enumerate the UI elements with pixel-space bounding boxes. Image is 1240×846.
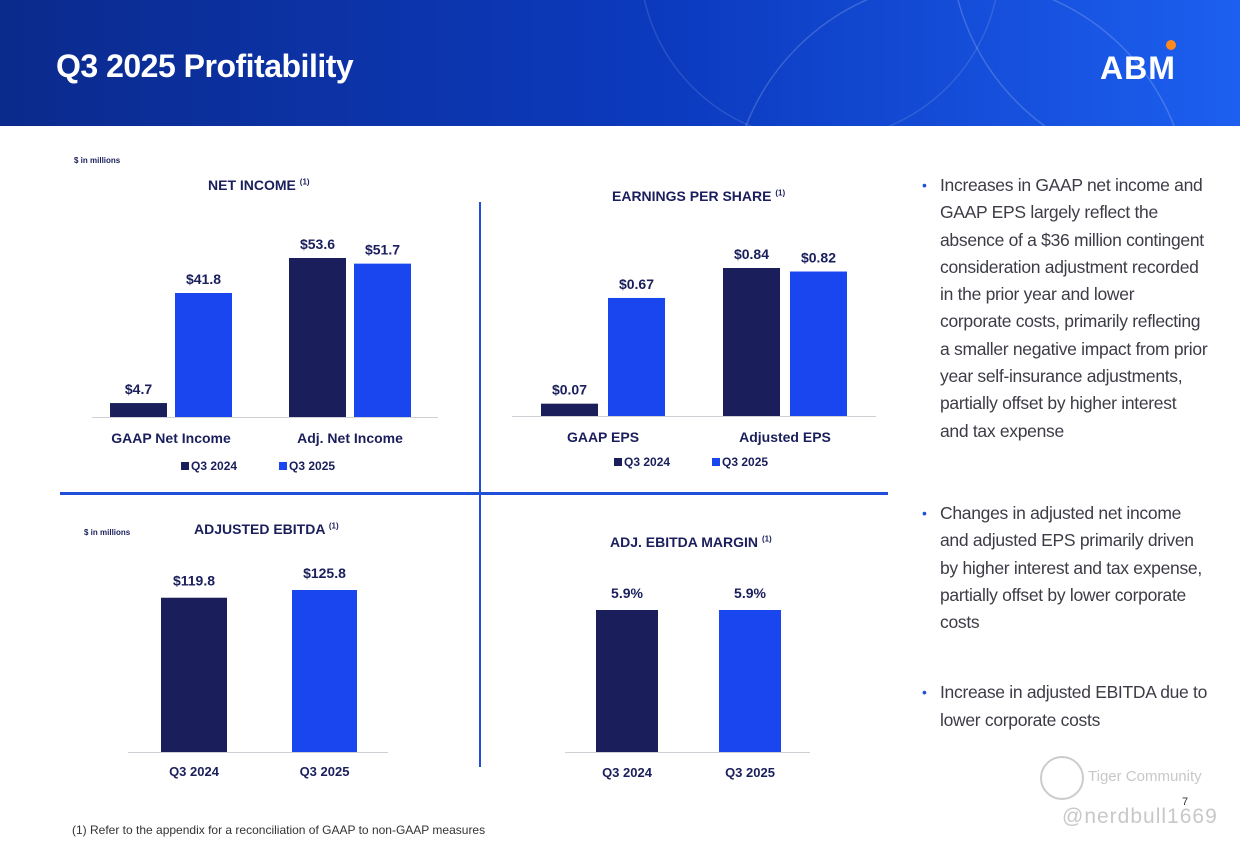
legend-label: Q3 2025 <box>289 459 335 473</box>
bar-q3-2025 <box>354 263 411 417</box>
category-label: Q3 2024 <box>602 765 653 780</box>
category-label: Adjusted EPS <box>739 429 831 445</box>
data-label: 5.9% <box>611 585 643 601</box>
abm-logo: ABM <box>1100 50 1176 86</box>
bar-q3-2025 <box>608 297 665 416</box>
category-label: Q3 2025 <box>300 764 350 779</box>
category-label: Q3 2024 <box>169 764 220 779</box>
data-label: $0.67 <box>619 276 654 292</box>
watermark-brand: Tiger Community <box>1088 768 1202 785</box>
tiger-logo-icon <box>1040 756 1084 800</box>
legend-swatch <box>181 462 189 470</box>
page-title: Q3 2025 Profitability <box>56 48 354 84</box>
logo-dot-icon <box>1166 40 1176 50</box>
watermark-handle: @nerdbull1669 <box>1062 805 1218 828</box>
eps-title: EARNINGS PER SHARE (1) <box>612 188 786 204</box>
legend-swatch <box>712 458 720 466</box>
charts-canvas: $4.7 $53.6 $41.8 $51.7 GAAP Net Income Adj. N… <box>92 236 876 780</box>
bullet-item: Increases in GAAP net income and GAAP EP… <box>918 172 1208 445</box>
units-label-top: $ in millions <box>74 156 121 165</box>
data-label: $119.8 <box>173 573 215 589</box>
bullet-item: Increase in adjusted EBITDA due to lower… <box>918 679 1208 734</box>
legend-label: Q3 2025 <box>722 455 768 469</box>
category-label: GAAP Net Income <box>111 430 231 446</box>
ebitda-margin-title: ADJ. EBITDA MARGIN (1) <box>610 534 772 550</box>
category-label: Q3 2025 <box>725 765 775 780</box>
bar-q3-2025 <box>175 293 232 417</box>
data-label: $0.82 <box>801 250 836 266</box>
legend-label: Q3 2024 <box>191 459 237 473</box>
data-label: $4.7 <box>125 381 152 397</box>
bar-q3-2025 <box>292 590 357 752</box>
bar-q3-2024 <box>289 258 346 417</box>
page-number: 7 <box>1182 796 1189 808</box>
bar-q3-2025 <box>790 271 847 416</box>
bar-q3-2024 <box>541 403 598 416</box>
quadrant-divider-horizontal <box>60 492 888 495</box>
legend-swatch <box>614 458 622 466</box>
bar-q3-2024 <box>110 403 167 417</box>
bar-q3-2024 <box>161 597 227 752</box>
data-label: $125.8 <box>303 565 346 581</box>
legend-label: Q3 2024 <box>624 455 670 469</box>
bar-q3-2024 <box>723 268 780 416</box>
footnote: (1) Refer to the appendix for a reconcil… <box>72 823 486 837</box>
data-label: $0.07 <box>552 382 587 398</box>
data-label: $53.6 <box>300 236 335 252</box>
data-label: $41.8 <box>186 271 221 287</box>
units-label-bottom: $ in millions <box>84 528 131 537</box>
bullet-item: Changes in adjusted net income and adjus… <box>918 500 1208 636</box>
quadrant-divider-vertical <box>479 202 481 767</box>
legend-swatch <box>279 462 287 470</box>
category-label: Adj. Net Income <box>297 430 403 446</box>
adjusted-ebitda-title: ADJUSTED EBITDA (1) <box>194 521 339 537</box>
header-banner: Q3 2025 Profitability ABM <box>0 0 1240 126</box>
category-label: GAAP EPS <box>567 429 639 445</box>
data-label: $0.84 <box>734 246 769 262</box>
net-income-title: NET INCOME (1) <box>208 177 310 193</box>
commentary-bullets: Increases in GAAP net income and GAAP EP… <box>918 172 1208 734</box>
data-label: 5.9% <box>734 585 766 601</box>
bar-q3-2025 <box>719 610 781 752</box>
bar-q3-2024 <box>596 610 658 752</box>
data-label: $51.7 <box>365 242 400 258</box>
